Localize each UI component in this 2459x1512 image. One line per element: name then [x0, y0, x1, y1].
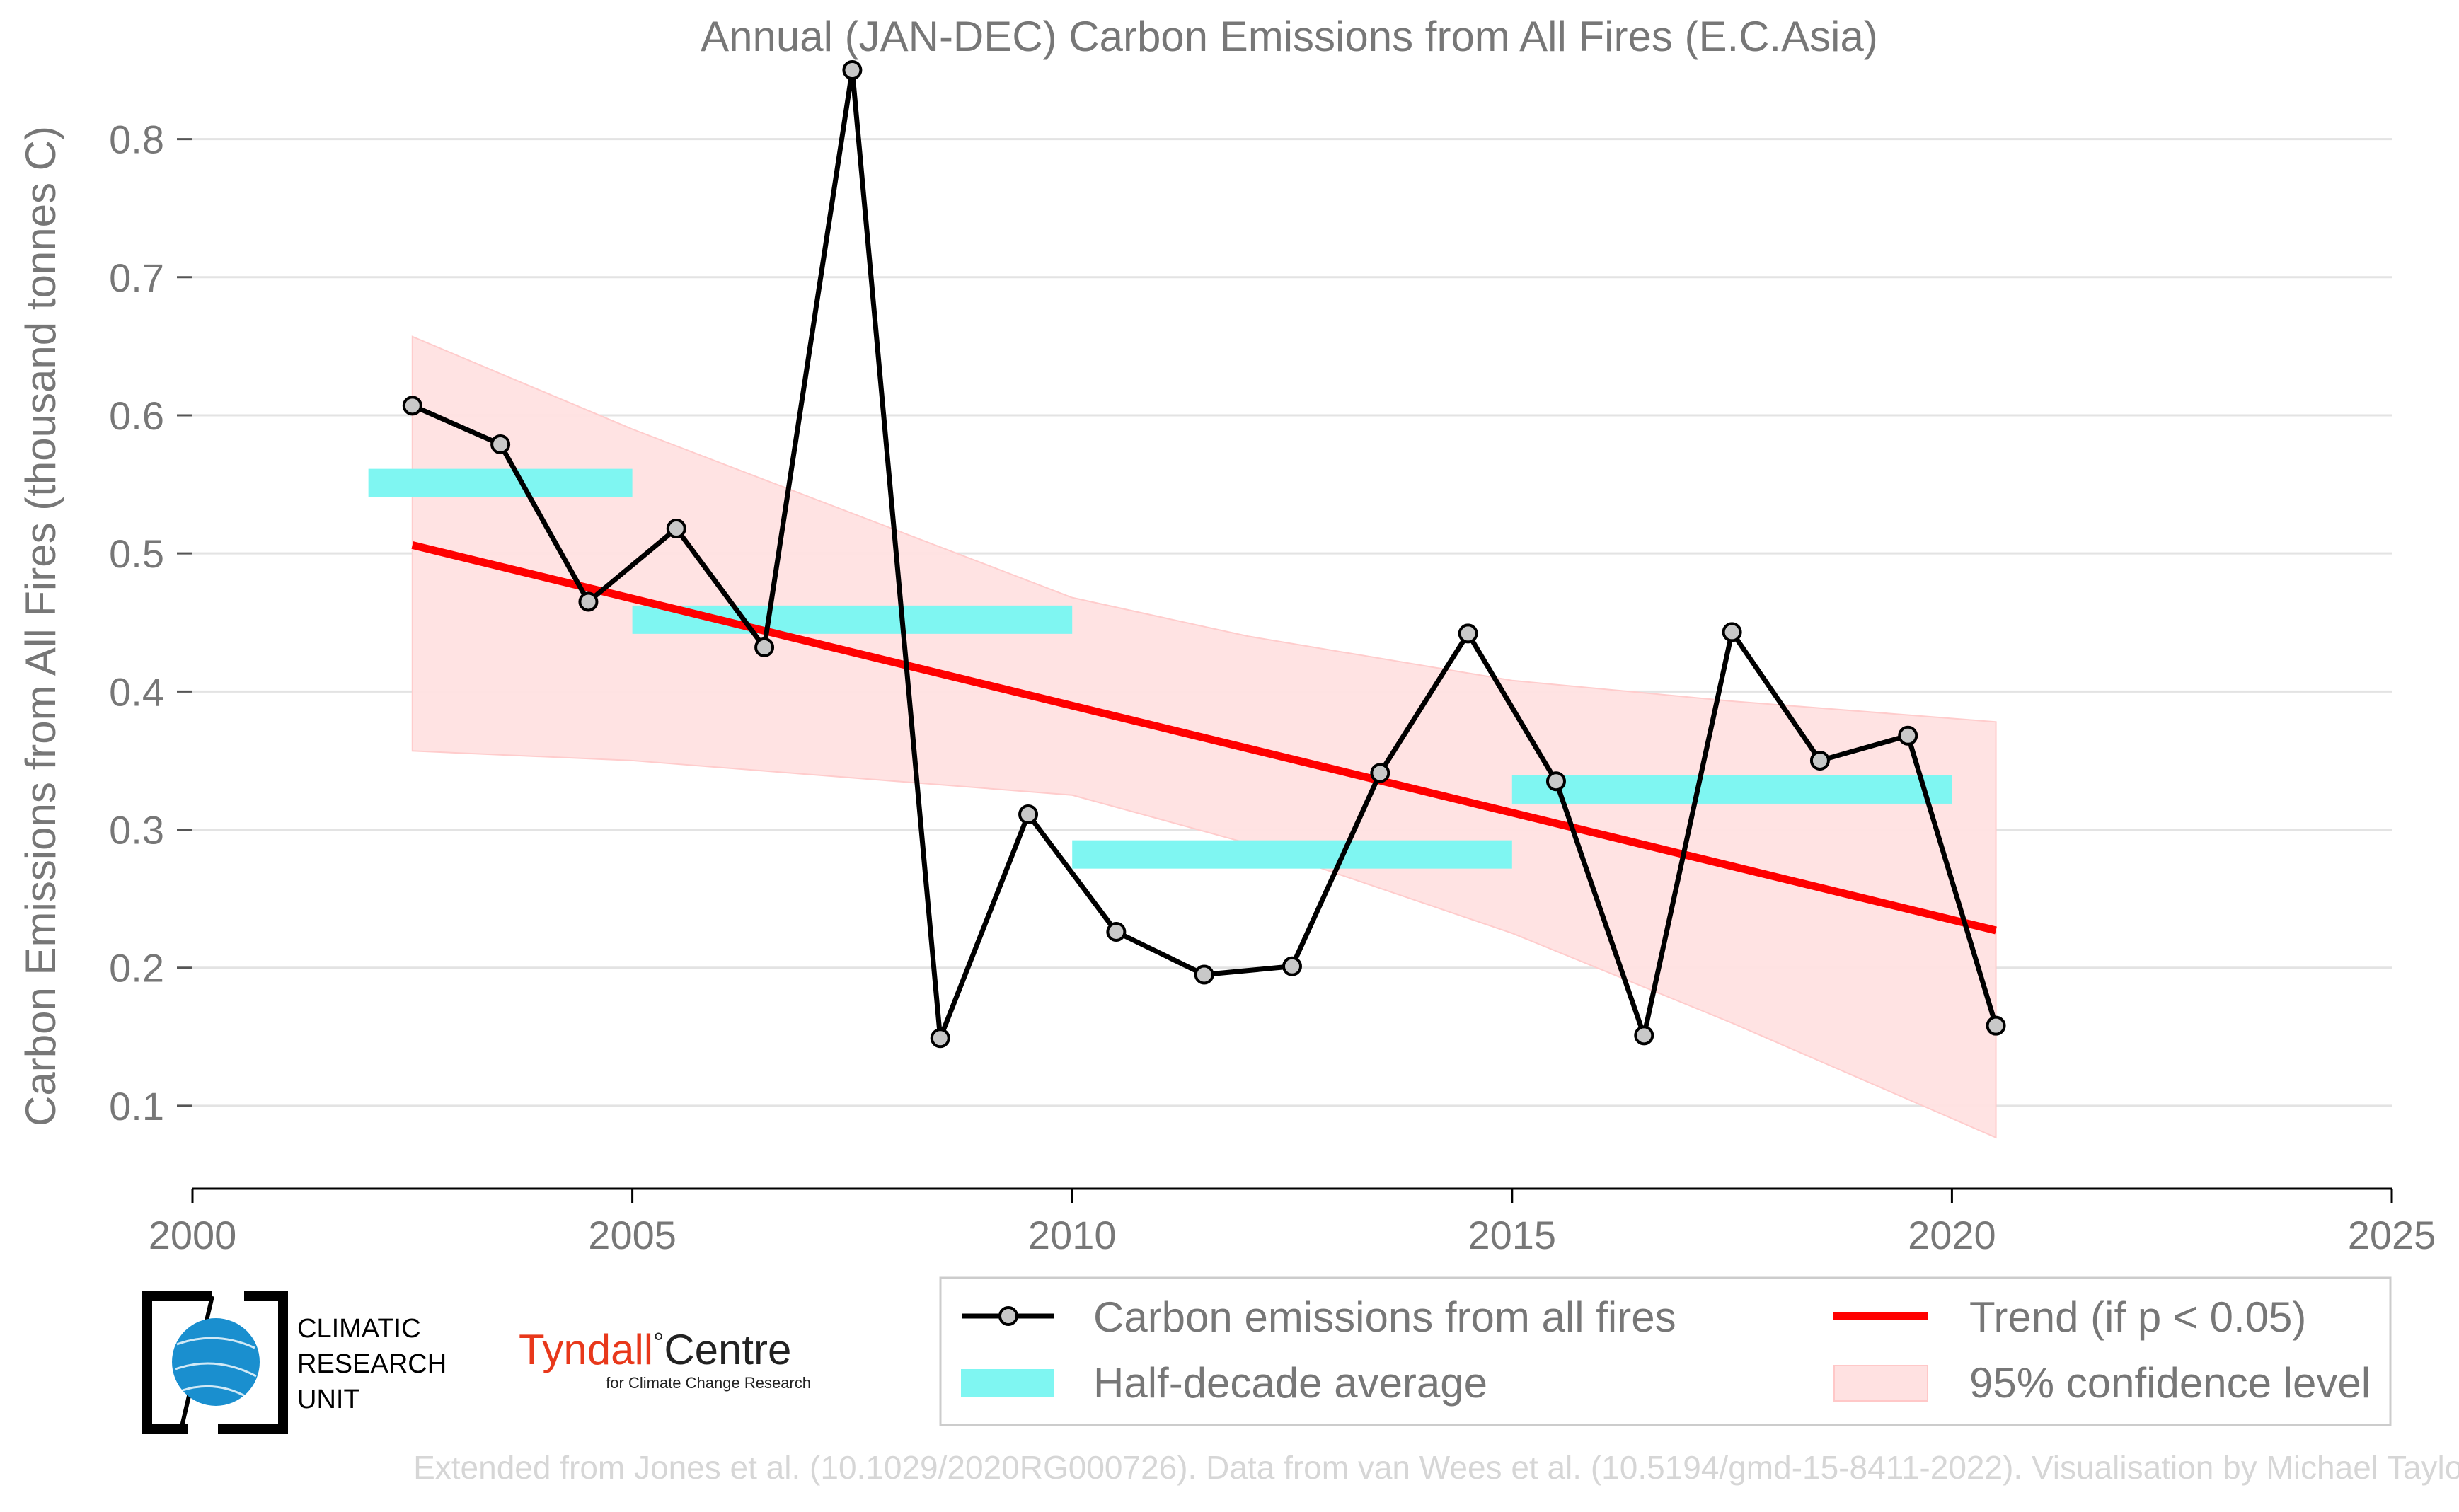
legend-confidence-label: 95% confidence level — [1969, 1359, 2371, 1407]
emissions-point-12 — [1458, 623, 1478, 644]
y-axis-label: Carbon Emissions from All Fires (thousan… — [17, 126, 64, 1126]
cru-line-1: CLIMATIC — [297, 1314, 421, 1344]
x-tick-label-4: 2020 — [1908, 1213, 1996, 1257]
footer-credit: Extended from Jones et al. (10.1029/2020… — [413, 1449, 2459, 1486]
emissions-series — [402, 60, 2006, 1049]
legend-emissions-marker — [998, 1306, 1018, 1326]
emissions-point-0 — [402, 396, 422, 416]
emissions-point-15 — [1722, 622, 1742, 642]
emissions-point-7 — [1018, 804, 1039, 825]
y-tick-label-0: 0.1 — [109, 1084, 164, 1129]
legend-halfdecade-label: Half-decade average — [1093, 1359, 1487, 1407]
emissions-point-1 — [490, 434, 511, 454]
emissions-point-8 — [1106, 921, 1127, 942]
tyndall-name-right: Centre — [664, 1326, 791, 1373]
y-tick-label-4: 0.5 — [109, 531, 164, 576]
legend-confidence-swatch — [1833, 1365, 1928, 1402]
half-decade-bar-2 — [1072, 840, 1512, 869]
tyndall-tagline: for Climate Change Research — [606, 1374, 811, 1392]
cru-line-3: UNIT — [297, 1385, 360, 1414]
tyndall-degree: ° — [653, 1328, 664, 1358]
trend-line — [411, 541, 1997, 935]
tyndall-name-left: Tyndall — [519, 1326, 653, 1373]
x-tick-label-5: 2025 — [2348, 1213, 2436, 1257]
legend: Carbon emissions from all fires Trend (i… — [939, 1276, 2392, 1426]
emissions-point-9 — [1194, 964, 1214, 985]
tyndall-logo: Tyndall°Centre for Climate Change Resear… — [519, 1326, 811, 1392]
emissions-point-10 — [1282, 956, 1302, 976]
emissions-point-16 — [1809, 750, 1830, 771]
half-decade-bar-1 — [632, 605, 1073, 634]
emissions-point-17 — [1898, 725, 1918, 746]
emissions-point-3 — [666, 519, 686, 539]
y-tick-label-1: 0.2 — [109, 946, 164, 991]
y-tick-label-5: 0.6 — [109, 393, 164, 438]
y-tick-label-7: 0.8 — [109, 117, 164, 162]
emissions-point-5 — [842, 60, 863, 81]
legend-box — [939, 1276, 2392, 1426]
x-tick-label-3: 2015 — [1468, 1213, 1557, 1257]
emissions-point-2 — [578, 591, 599, 612]
emissions-point-18 — [1986, 1015, 2006, 1036]
half-decade-bar-3 — [1511, 775, 1952, 804]
trend-line-group — [411, 541, 1997, 935]
x-tick-label-0: 2000 — [149, 1213, 237, 1257]
chart-title: Annual (JAN-DEC) Carbon Emissions from A… — [701, 13, 1878, 60]
half-decade-bar-0 — [368, 468, 633, 497]
axes: 0.1 0.2 0.3 0.4 0.5 0.6 0.7 0.8 2000 2005 2010 2015… — [109, 117, 2436, 1257]
legend-emissions-label: Carbon emissions from all fires — [1093, 1293, 1676, 1341]
emissions-point-11 — [1370, 763, 1390, 783]
svg-text:Tyndall°Centre: Tyndall°Centre — [519, 1326, 791, 1373]
emissions-point-14 — [1634, 1025, 1654, 1046]
x-tick-label-1: 2005 — [588, 1213, 676, 1257]
y-tick-label-6: 0.7 — [109, 255, 164, 300]
globe-icon — [172, 1318, 260, 1406]
y-tick-label-3: 0.4 — [109, 669, 164, 714]
x-tick-label-2: 2010 — [1028, 1213, 1117, 1257]
emissions-point-4 — [754, 637, 775, 657]
legend-halfdecade-swatch — [961, 1369, 1054, 1397]
y-tick-label-2: 0.3 — [109, 808, 164, 853]
cru-logo: CLIMATIC RESEARCH UNIT — [142, 1291, 447, 1434]
emissions-point-13 — [1545, 771, 1566, 792]
emissions-point-6 — [930, 1028, 950, 1049]
cru-line-2: RESEARCH — [297, 1349, 447, 1379]
legend-trend-label: Trend (if p < 0.05) — [1969, 1293, 2306, 1341]
